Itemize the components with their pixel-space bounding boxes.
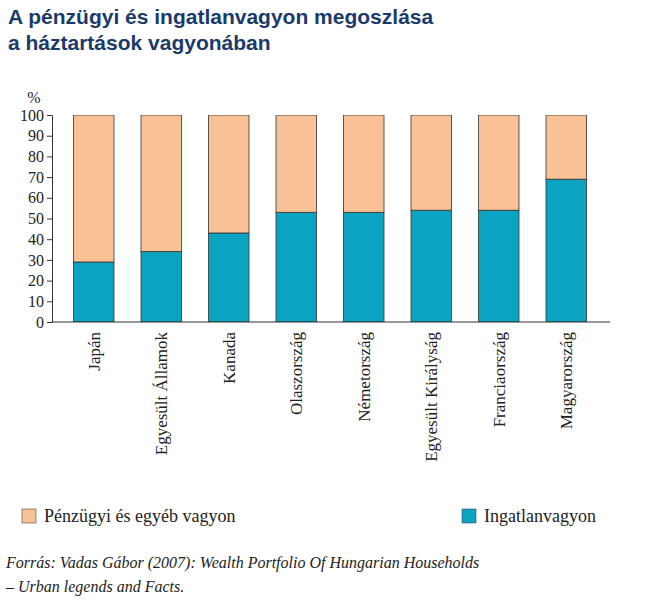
tick-label: 20 <box>28 272 44 289</box>
bar <box>276 115 317 212</box>
bar <box>141 252 182 322</box>
tick-label: Japán <box>85 332 104 371</box>
title-line: A pénzügyi és ingatlanvagyon megoszlása <box>8 5 433 28</box>
tick: 0 <box>36 314 52 331</box>
tick-label: 30 <box>28 252 44 269</box>
bars <box>74 115 587 322</box>
tick-label: 10 <box>28 293 44 310</box>
tick: 30 <box>28 252 52 269</box>
tick-mark <box>47 281 52 282</box>
tick-mark <box>47 198 52 199</box>
tick-mark <box>47 115 52 116</box>
tick-label: 40 <box>28 231 44 248</box>
tick-label: 50 <box>28 210 44 227</box>
tick-mark <box>47 219 52 220</box>
tick-mark <box>47 136 52 137</box>
tick-mark <box>47 260 52 261</box>
bar <box>209 115 250 233</box>
tick: Olaszország <box>287 322 306 415</box>
legend-swatch <box>462 509 476 523</box>
bar <box>546 179 587 322</box>
axis-line <box>47 116 53 323</box>
y-axis: 0 10 20 30 40 50 60 70 80 90 100 <box>20 107 53 331</box>
y-label: % <box>27 89 40 106</box>
tick-label: Kanada <box>220 332 239 384</box>
series-bars <box>74 115 587 262</box>
tick-label: 80 <box>28 148 44 165</box>
bar <box>344 212 385 322</box>
legend-swatch <box>22 509 36 523</box>
tick: Japán <box>85 322 104 371</box>
tick-mark <box>47 156 52 157</box>
tick-label: Egyesült Államok <box>152 332 171 456</box>
bar <box>141 115 182 252</box>
tick-label: 0 <box>36 314 44 331</box>
tick-label: Németország <box>355 332 374 422</box>
bar <box>546 115 587 179</box>
legend-label: Pénzügyi és egyéb vagyon <box>44 506 235 526</box>
x-axis: Japán Egyesült Államok Kanada Olaszország Né… <box>52 322 610 462</box>
tick: Egyesült Államok <box>152 322 171 455</box>
bar <box>276 212 317 322</box>
tick-mark <box>47 301 52 302</box>
tick: 80 <box>28 148 52 165</box>
title: A pénzügyi és ingatlanvagyon megoszlása a… <box>8 5 433 54</box>
tick-label: Magyarország <box>557 332 576 430</box>
tick: 100 <box>20 107 52 124</box>
legend-label: Ingatlanvagyon <box>484 506 596 526</box>
legend: Pénzügyi és egyéb vagyon Ingatlanvagyon <box>22 506 596 526</box>
tick: 60 <box>28 189 52 206</box>
tick-label: Egyesült Királyság <box>422 332 441 462</box>
bar <box>479 210 520 322</box>
tick-label: Olaszország <box>287 332 306 416</box>
tick-label: Franciaország <box>490 332 509 428</box>
bar <box>74 115 115 262</box>
tick: Németország <box>355 322 374 422</box>
tick: 40 <box>28 231 52 248</box>
bar <box>479 115 520 210</box>
tick: 90 <box>28 127 52 144</box>
tick-label: 100 <box>20 107 44 124</box>
tick: 10 <box>28 293 52 310</box>
bar <box>411 210 452 322</box>
tick: Egyesült Királyság <box>422 322 441 462</box>
source: Forrás: Vadas Gábor (2007): Wealth Portf… <box>5 554 479 596</box>
tick-label: 60 <box>28 189 44 206</box>
source-line: – Urban legends and Facts. <box>5 578 184 596</box>
tick: Kanada <box>220 322 239 384</box>
axis-line <box>52 322 610 323</box>
tick: 70 <box>28 169 52 186</box>
bar <box>209 233 250 322</box>
bar <box>344 115 385 212</box>
tick-label: 90 <box>28 127 44 144</box>
title-line: a háztartások vagyonában <box>8 31 271 54</box>
tick: 20 <box>28 272 52 289</box>
tick-label: 70 <box>28 169 44 186</box>
tick-mark <box>47 322 52 323</box>
chart: A pénzügyi és ingatlanvagyon megoszlása a… <box>0 0 653 609</box>
source-line: Forrás: Vadas Gábor (2007): Wealth Portf… <box>5 554 479 572</box>
tick: Franciaország <box>490 322 509 427</box>
tick-mark <box>47 239 52 240</box>
tick: Magyarország <box>557 322 576 429</box>
tick: 50 <box>28 210 52 227</box>
bar <box>411 115 452 210</box>
tick-mark <box>47 177 52 178</box>
bar <box>74 262 115 322</box>
